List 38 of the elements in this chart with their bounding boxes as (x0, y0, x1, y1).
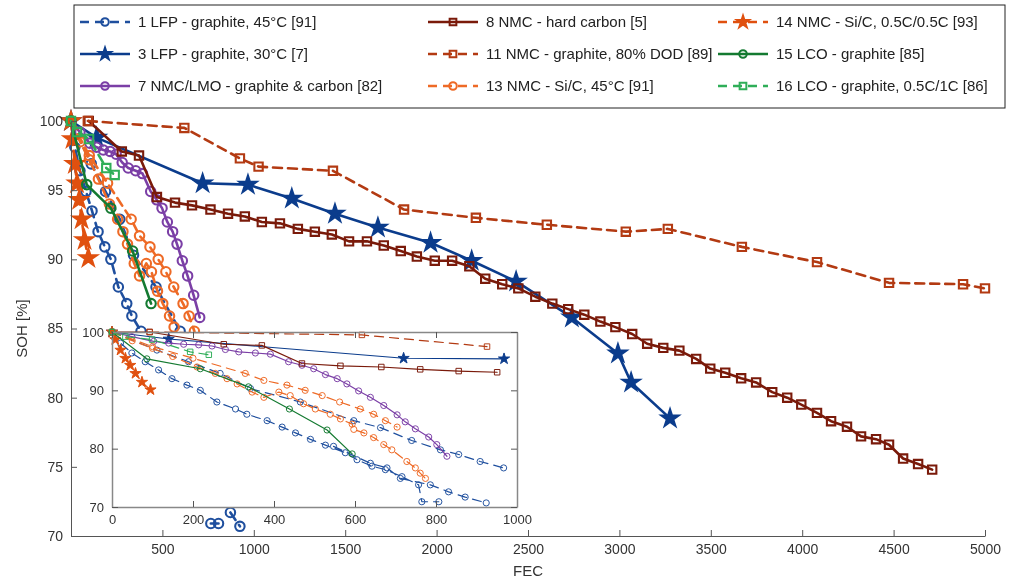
y-tick-label: 70 (89, 499, 104, 515)
x-tick-label: 2500 (512, 540, 545, 557)
x-tick-label: 4500 (878, 540, 910, 557)
x-tick-label: 0 (108, 512, 117, 528)
x-tick-label: 1500 (330, 540, 362, 557)
legend-label: 14 NMC - Si/C, 0.5C/0.5C [93] (776, 13, 978, 30)
y-tick-label: 80 (47, 389, 64, 406)
x-tick-label: 4000 (787, 540, 819, 557)
y-tick-label: 70 (47, 527, 64, 544)
x-tick-label: 200 (182, 512, 205, 528)
y-tick-label: 90 (89, 382, 104, 398)
legend-label: 7 NMC/LMO - graphite & carbon [82] (138, 77, 383, 94)
x-tick-label: 2000 (421, 540, 453, 557)
y-axis-title: SOH [%] (13, 299, 30, 358)
legend-label: 16 LCO - graphite, 0.5C/1C [86] (776, 77, 988, 94)
legend-label: 3 LFP - graphite, 30°C [7] (138, 45, 308, 62)
y-tick-label: 100 (82, 324, 104, 340)
y-tick-label: 100 (39, 112, 64, 129)
x-axis-title: FEC (513, 562, 544, 579)
x-tick-label: 800 (425, 512, 448, 528)
x-tick-label: 1000 (238, 540, 271, 557)
x-tick-label: 400 (263, 512, 286, 528)
legend-label: 13 NMC - Si/C, 45°C [91] (486, 77, 654, 94)
legend-label: 8 NMC - hard carbon [5] (486, 13, 647, 30)
legend-label: 15 LCO - graphite [85] (776, 45, 925, 62)
x-tick-label: 600 (344, 512, 367, 528)
x-tick-label: 5000 (969, 540, 1002, 557)
legend-label: 11 NMC - graphite, 80% DOD [89] (486, 45, 713, 62)
y-tick-label: 90 (47, 251, 64, 268)
x-tick-label: 500 (151, 540, 175, 557)
x-tick-label: 3000 (604, 540, 636, 557)
legend-label: 1 LFP - graphite, 45°C [91] (138, 13, 317, 30)
y-tick-label: 95 (47, 182, 64, 199)
y-tick-label: 85 (47, 320, 64, 337)
y-tick-label: 80 (89, 441, 104, 457)
x-tick-label: 1000 (503, 512, 532, 528)
y-tick-label: 75 (47, 458, 64, 475)
x-tick-label: 3500 (695, 540, 728, 557)
